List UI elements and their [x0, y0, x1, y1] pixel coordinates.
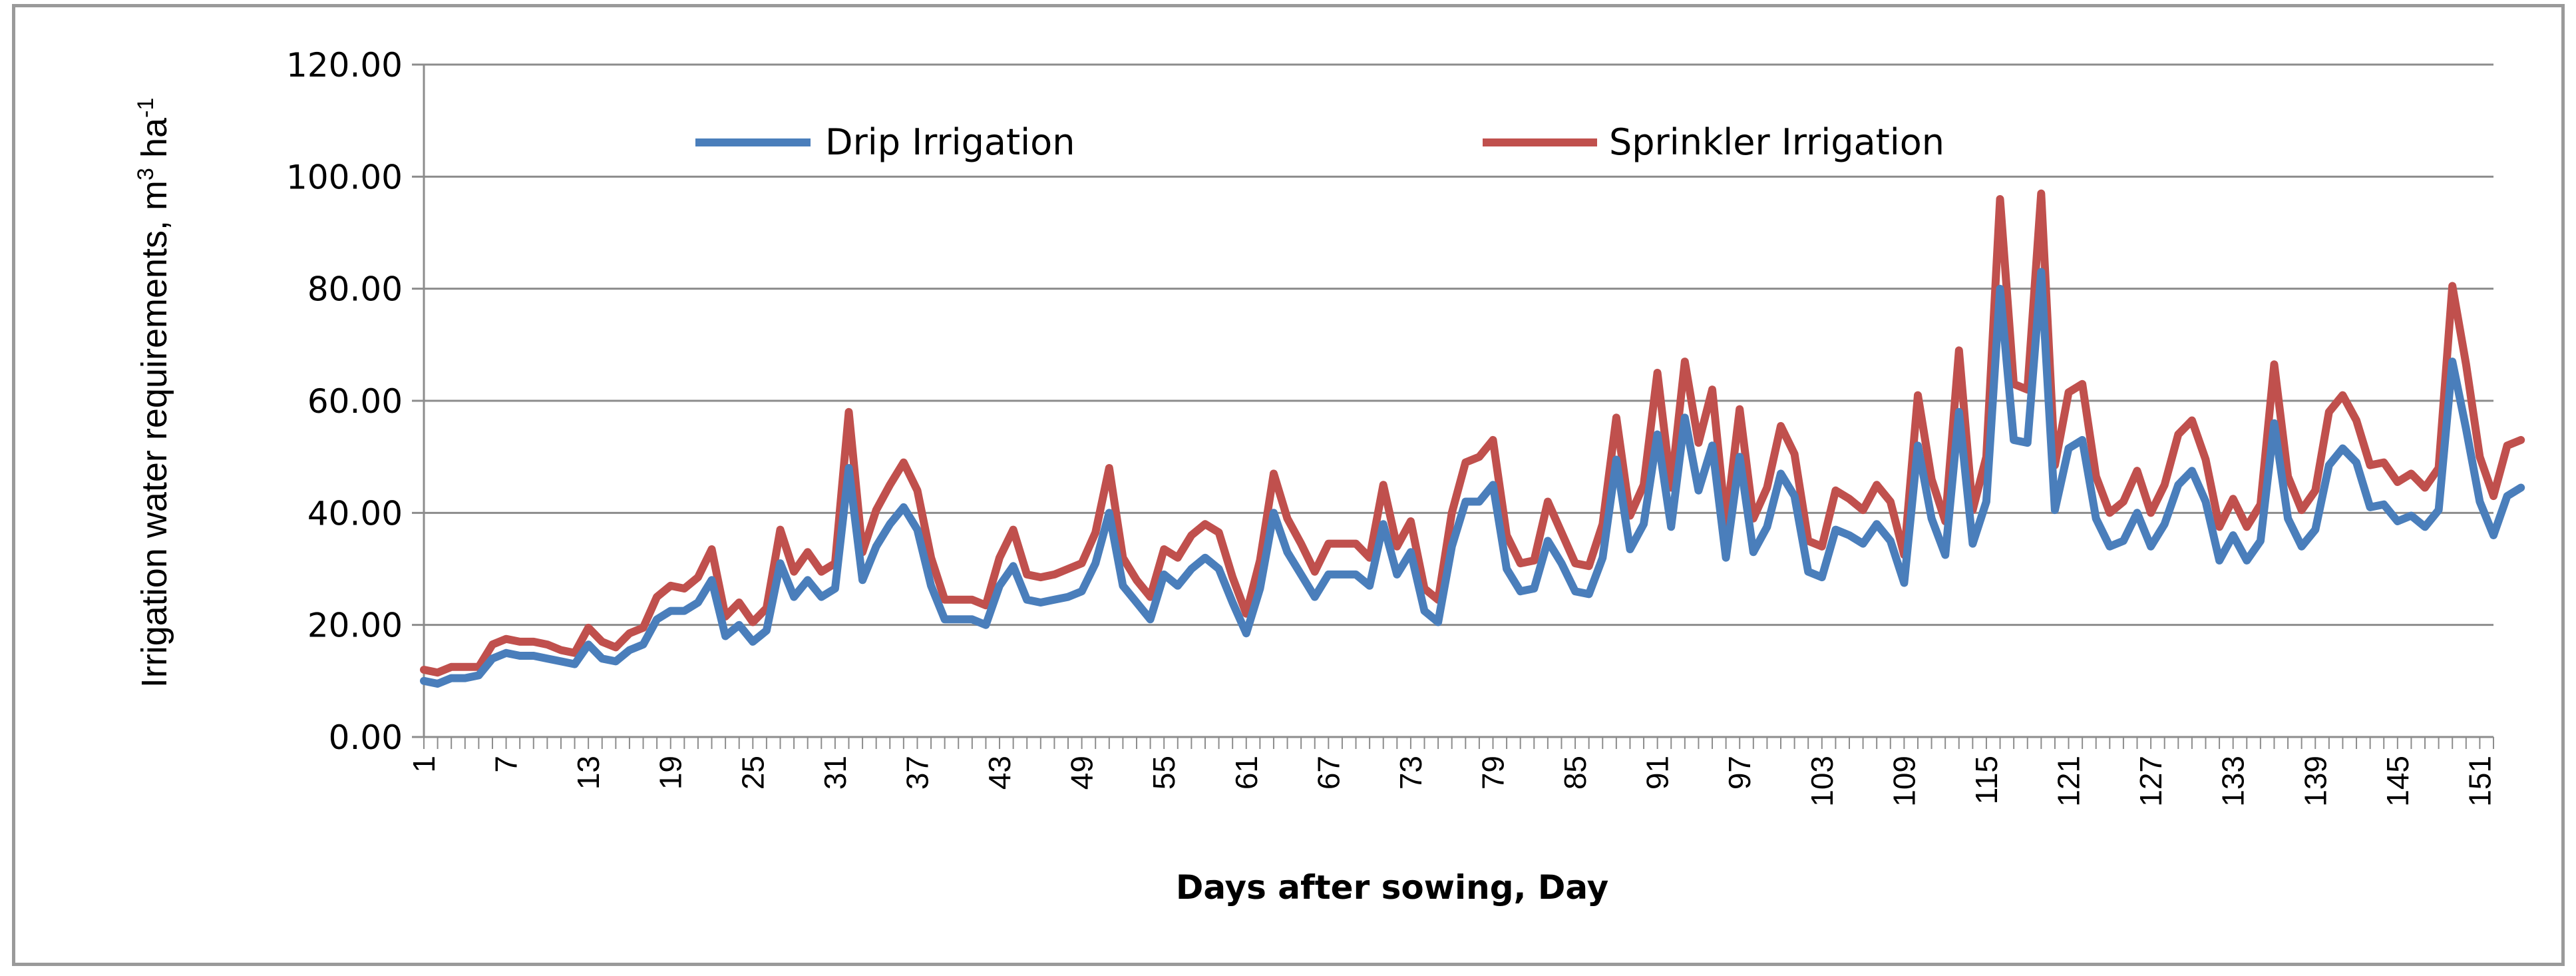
x-tick-label: 1	[407, 756, 441, 773]
x-tick-label: 43	[982, 756, 1017, 790]
axes	[412, 63, 2494, 749]
y-axis-title-sup-1: 3	[133, 168, 158, 180]
x-tick-label: 55	[1147, 756, 1181, 790]
y-tick-label: 0.00	[329, 718, 403, 757]
x-tick-label: 19	[653, 756, 688, 790]
x-tick-label: 79	[1475, 756, 1510, 790]
x-tick-label: 25	[735, 756, 770, 790]
y-tick-labels: 0.00 20.00 40.00 60.00 80.00 100.00 120.00	[286, 46, 403, 757]
series-line-sprinkler	[420, 189, 2525, 677]
y-axis-title-main: Irrigation water requirements, m	[134, 180, 174, 688]
x-tick-label: 67	[1311, 756, 1346, 790]
x-tick-label: 13	[571, 756, 606, 790]
x-tick-label: 37	[900, 756, 934, 790]
y-axis-title: Irrigation water requirements, m3 ha-1	[133, 98, 174, 688]
y-tick-label: 20.00	[307, 607, 403, 645]
legend-label-drip: Drip Irrigation	[825, 121, 1075, 163]
series-lines	[420, 189, 2525, 688]
y-tick-label: 100.00	[286, 158, 403, 196]
y-tick-label: 40.00	[307, 494, 403, 533]
x-tick-label: 73	[1393, 756, 1428, 790]
legend-label-sprinkler: Sprinkler Irrigation	[1609, 121, 1944, 163]
x-tick-label: 139	[2298, 756, 2332, 807]
y-axis-title-sup-2: -1	[133, 98, 158, 118]
x-tick-label: 151	[2462, 756, 2497, 807]
x-tick-label: 31	[818, 756, 852, 790]
y-axis-title-mid: ha	[134, 117, 174, 168]
x-tick-label: 49	[1065, 756, 1099, 790]
x-tick-label: 127	[2133, 756, 2168, 807]
x-tick-label: 61	[1229, 756, 1264, 790]
x-tick-label: 7	[489, 756, 524, 773]
x-tick-label: 97	[1722, 756, 1757, 790]
gridlines	[424, 63, 2493, 626]
y-tick-label: 120.00	[286, 46, 403, 85]
x-tick-labels: 1 7 13 19 25 31 37 43 49 55 61 67 73 79 85 91 97 103 109 11…	[407, 756, 2497, 807]
legend: Drip Irrigation Sprinkler Irrigation	[695, 121, 1944, 163]
x-tick-label: 91	[1640, 756, 1675, 790]
series-line-drip	[420, 268, 2525, 688]
x-tick-label: 115	[1969, 756, 2004, 804]
x-tick-label: 145	[2380, 756, 2415, 807]
y-tick-label: 80.00	[307, 270, 403, 309]
x-tick-label: 109	[1887, 756, 1921, 807]
x-tick-label: 103	[1805, 756, 1839, 807]
x-tick-label: 133	[2216, 756, 2251, 807]
x-tick-label: 121	[2052, 756, 2086, 807]
x-tick-label: 85	[1558, 756, 1592, 790]
y-tick-label: 60.00	[307, 382, 403, 421]
x-axis-title: Days after sowing, Day	[1176, 868, 1608, 907]
